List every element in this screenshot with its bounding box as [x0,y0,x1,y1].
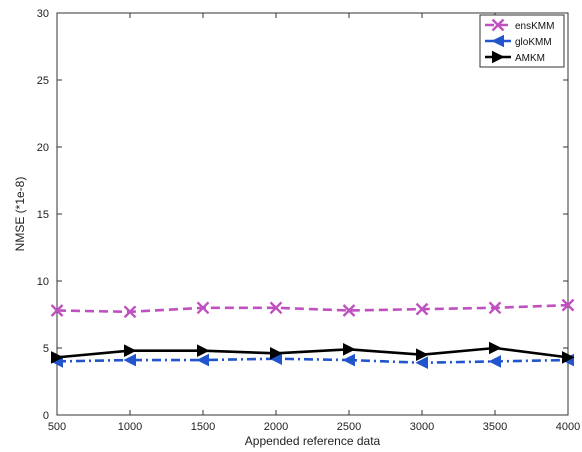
data-point-glokmm [196,353,209,367]
legend-marker [491,34,504,48]
data-point-enskmm [488,301,502,315]
data-point-amkm [343,343,356,356]
marker-stroke [123,305,137,319]
y-tick-label: 15 [37,209,49,221]
series-line-amkm [56,346,569,359]
x-tick-label: 2500 [337,421,361,433]
x-tick-label: 3500 [483,421,507,433]
marker-stroke [50,304,64,317]
data-point-amkm [197,344,210,357]
data-point-glokmm [415,356,428,370]
data-point-glokmm [342,353,355,367]
x-tick-label: 4000 [556,421,580,433]
marker-stroke [342,304,356,317]
data-point-amkm [489,341,502,355]
data-point-enskmm [269,301,283,315]
legend: ensKMM gloKMM AMKM [479,14,565,68]
legend-item-amkm: AMKM [485,50,545,64]
data-point-amkm [270,347,283,360]
data-point-glokmm [123,353,136,367]
axis-ticks: 500 1000 1500 2000 2500 3000 3500 4000 0 5 10 15 20 2… [37,8,580,433]
y-axis-label: NMSE (*1e-8) [13,177,27,252]
legend-item-glokmm: gloKMM [485,34,552,48]
marker-stroke [269,301,283,315]
data-point-enskmm [123,305,137,319]
data-point-enskmm [196,301,210,315]
marker-stroke [196,301,210,315]
x-tick-label: 2000 [264,421,288,433]
marker-stroke [488,301,502,315]
legend-marker [492,50,505,64]
x-axis-label: Appended reference data [245,434,381,448]
y-tick-label: 20 [37,142,49,154]
legend-label: AMKM [515,53,545,64]
data-point-amkm [124,344,137,357]
x-tick-label: 1500 [191,421,215,433]
data-point-enskmm [342,304,356,317]
series-enskmm [50,298,575,319]
series-amkm [51,341,575,364]
x-tick-label: 1000 [118,421,142,433]
data-point-amkm [51,351,64,364]
data-point-enskmm [561,298,575,312]
data-point-amkm [416,348,429,362]
legend-item-enskmm: ensKMM [485,18,554,32]
data-point-glokmm [488,355,501,368]
data-point-enskmm [415,302,429,316]
x-tick-label: 500 [48,421,66,433]
marker-stroke [491,18,505,32]
y-tick-label: 5 [43,343,49,355]
x-tick-label: 3000 [410,421,434,433]
series-glokmm [50,352,574,370]
series-layer [50,298,575,370]
y-tick-label: 30 [37,8,49,20]
legend-marker [491,18,505,32]
marker-stroke [415,302,429,316]
legend-label: gloKMM [515,37,552,48]
series-line-glokmm [56,357,569,365]
data-point-enskmm [50,304,64,317]
legend-label: ensKMM [515,21,554,32]
data-point-amkm [562,351,575,364]
y-tick-label: 25 [37,75,49,87]
y-tick-label: 10 [37,276,49,288]
marker-stroke [561,298,575,312]
series-line-enskmm [56,303,569,314]
y-tick-label: 0 [43,410,49,422]
